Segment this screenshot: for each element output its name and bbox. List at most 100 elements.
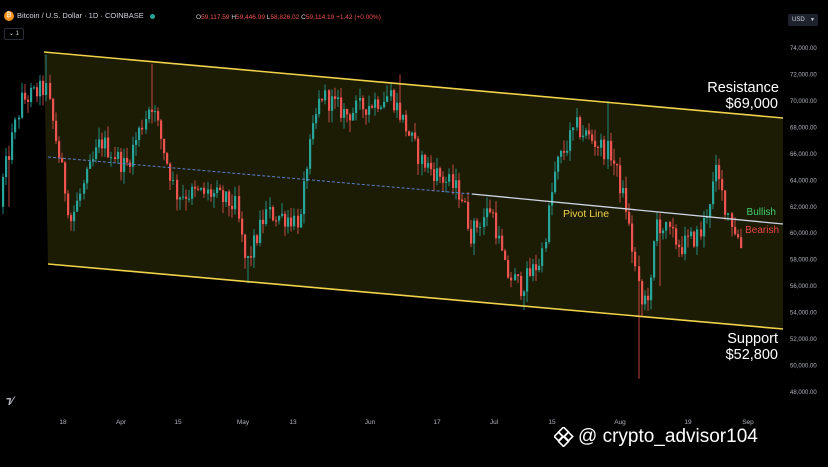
candle-body xyxy=(374,99,377,108)
candle-body xyxy=(380,107,383,109)
candle-body xyxy=(607,140,610,160)
y-tick-label: 50,000.00 xyxy=(790,364,817,370)
bullish-label: Bullish xyxy=(747,207,776,218)
y-tick-label: 66,000.00 xyxy=(790,152,817,158)
market-open-icon xyxy=(149,13,155,19)
resistance-label: Resistance xyxy=(707,80,779,96)
candle-body xyxy=(306,168,309,182)
candle-body xyxy=(582,135,585,138)
candle-body xyxy=(616,163,619,166)
candle-body xyxy=(417,138,420,164)
candle-body xyxy=(79,193,82,201)
tradingview-logo-icon[interactable]: ⁊⁄ xyxy=(6,395,14,407)
candle-body xyxy=(399,102,402,120)
candle-body xyxy=(709,204,712,217)
candle-body xyxy=(715,164,718,182)
candle-body xyxy=(684,235,687,255)
candle-body xyxy=(365,109,368,115)
candle-body xyxy=(18,117,21,120)
channel-fill xyxy=(44,52,783,329)
candle-body xyxy=(70,215,73,222)
candle-body xyxy=(405,114,408,132)
symbol-title[interactable]: ₿ Bitcoin / U.S. Dollar · 1D · COINBASE xyxy=(4,11,158,22)
change-value: +1.42 (+0.00%) xyxy=(336,14,381,21)
currency-selector[interactable]: USD ▼ xyxy=(788,14,818,26)
y-tick-label: 52,000.00 xyxy=(790,337,817,343)
candle-body xyxy=(470,228,473,244)
candle-body xyxy=(343,109,346,118)
candle-body xyxy=(203,187,206,194)
candle-body xyxy=(489,208,492,213)
candle-body xyxy=(436,168,439,182)
candle-body xyxy=(219,187,222,191)
candle-body xyxy=(73,211,76,222)
candle-body xyxy=(225,191,228,202)
candle-body xyxy=(535,264,538,271)
x-tick-label: 13 xyxy=(289,419,297,426)
candle-body xyxy=(641,281,644,305)
candle-body xyxy=(138,127,141,141)
candle-body xyxy=(188,198,191,200)
y-tick-label: 56,000.00 xyxy=(790,284,817,290)
candle-body xyxy=(610,140,613,161)
candle-body xyxy=(324,90,327,101)
candle-body xyxy=(551,192,554,206)
candle-body xyxy=(433,169,436,182)
candle-body xyxy=(371,105,374,108)
candle-body xyxy=(656,219,659,242)
candle-body xyxy=(241,218,244,235)
candle-body xyxy=(448,174,451,182)
candle-body xyxy=(452,174,455,188)
candle-body xyxy=(238,196,241,219)
candle-body xyxy=(600,139,603,148)
candle-body xyxy=(349,114,352,121)
candle-body xyxy=(734,227,737,235)
candle-body xyxy=(507,260,510,278)
candle-body xyxy=(687,235,690,237)
support-label: Support xyxy=(727,331,778,347)
indicators-toggle[interactable]: ⌄ 1 xyxy=(4,28,25,40)
candle-body xyxy=(148,109,151,120)
candle-body xyxy=(104,137,107,149)
candle-body xyxy=(396,102,399,111)
candle-body xyxy=(222,190,225,202)
candle-body xyxy=(541,248,544,266)
candle-body xyxy=(303,181,306,215)
candle-body xyxy=(287,217,290,227)
candle-body xyxy=(98,139,101,148)
candle-body xyxy=(45,83,48,95)
candle-body xyxy=(675,228,678,245)
support-value: $52,800 xyxy=(726,347,778,363)
y-tick-label: 74,000.00 xyxy=(790,46,817,52)
candle-body xyxy=(585,130,588,136)
candle-body xyxy=(176,179,179,200)
candle-body xyxy=(2,177,5,207)
candle-body xyxy=(340,97,343,118)
candle-body xyxy=(603,139,606,160)
candle-body xyxy=(321,98,324,101)
candle-body xyxy=(334,96,337,99)
candle-body xyxy=(383,101,386,108)
candle-body xyxy=(442,176,445,183)
candle-body xyxy=(427,162,430,168)
chart-header: ₿ Bitcoin / U.S. Dollar · 1D · COINBASE O… xyxy=(0,0,828,40)
candle-body xyxy=(300,214,303,228)
candle-body xyxy=(613,160,616,164)
candle-body xyxy=(572,127,575,131)
candle-body xyxy=(510,277,513,281)
candle-body xyxy=(234,196,237,210)
candle-body xyxy=(55,120,58,142)
candle-body xyxy=(390,90,393,97)
x-tick-label: Sep xyxy=(742,419,754,426)
candle-body xyxy=(39,80,42,97)
candle-body xyxy=(179,197,182,200)
candle-body xyxy=(151,109,154,112)
x-tick-label: 17 xyxy=(433,419,441,426)
candle-body xyxy=(634,251,637,267)
candle-body xyxy=(545,241,548,249)
candle-body xyxy=(520,275,523,296)
candle-body xyxy=(703,217,706,237)
candle-body xyxy=(538,265,541,271)
candle-body xyxy=(414,132,417,139)
